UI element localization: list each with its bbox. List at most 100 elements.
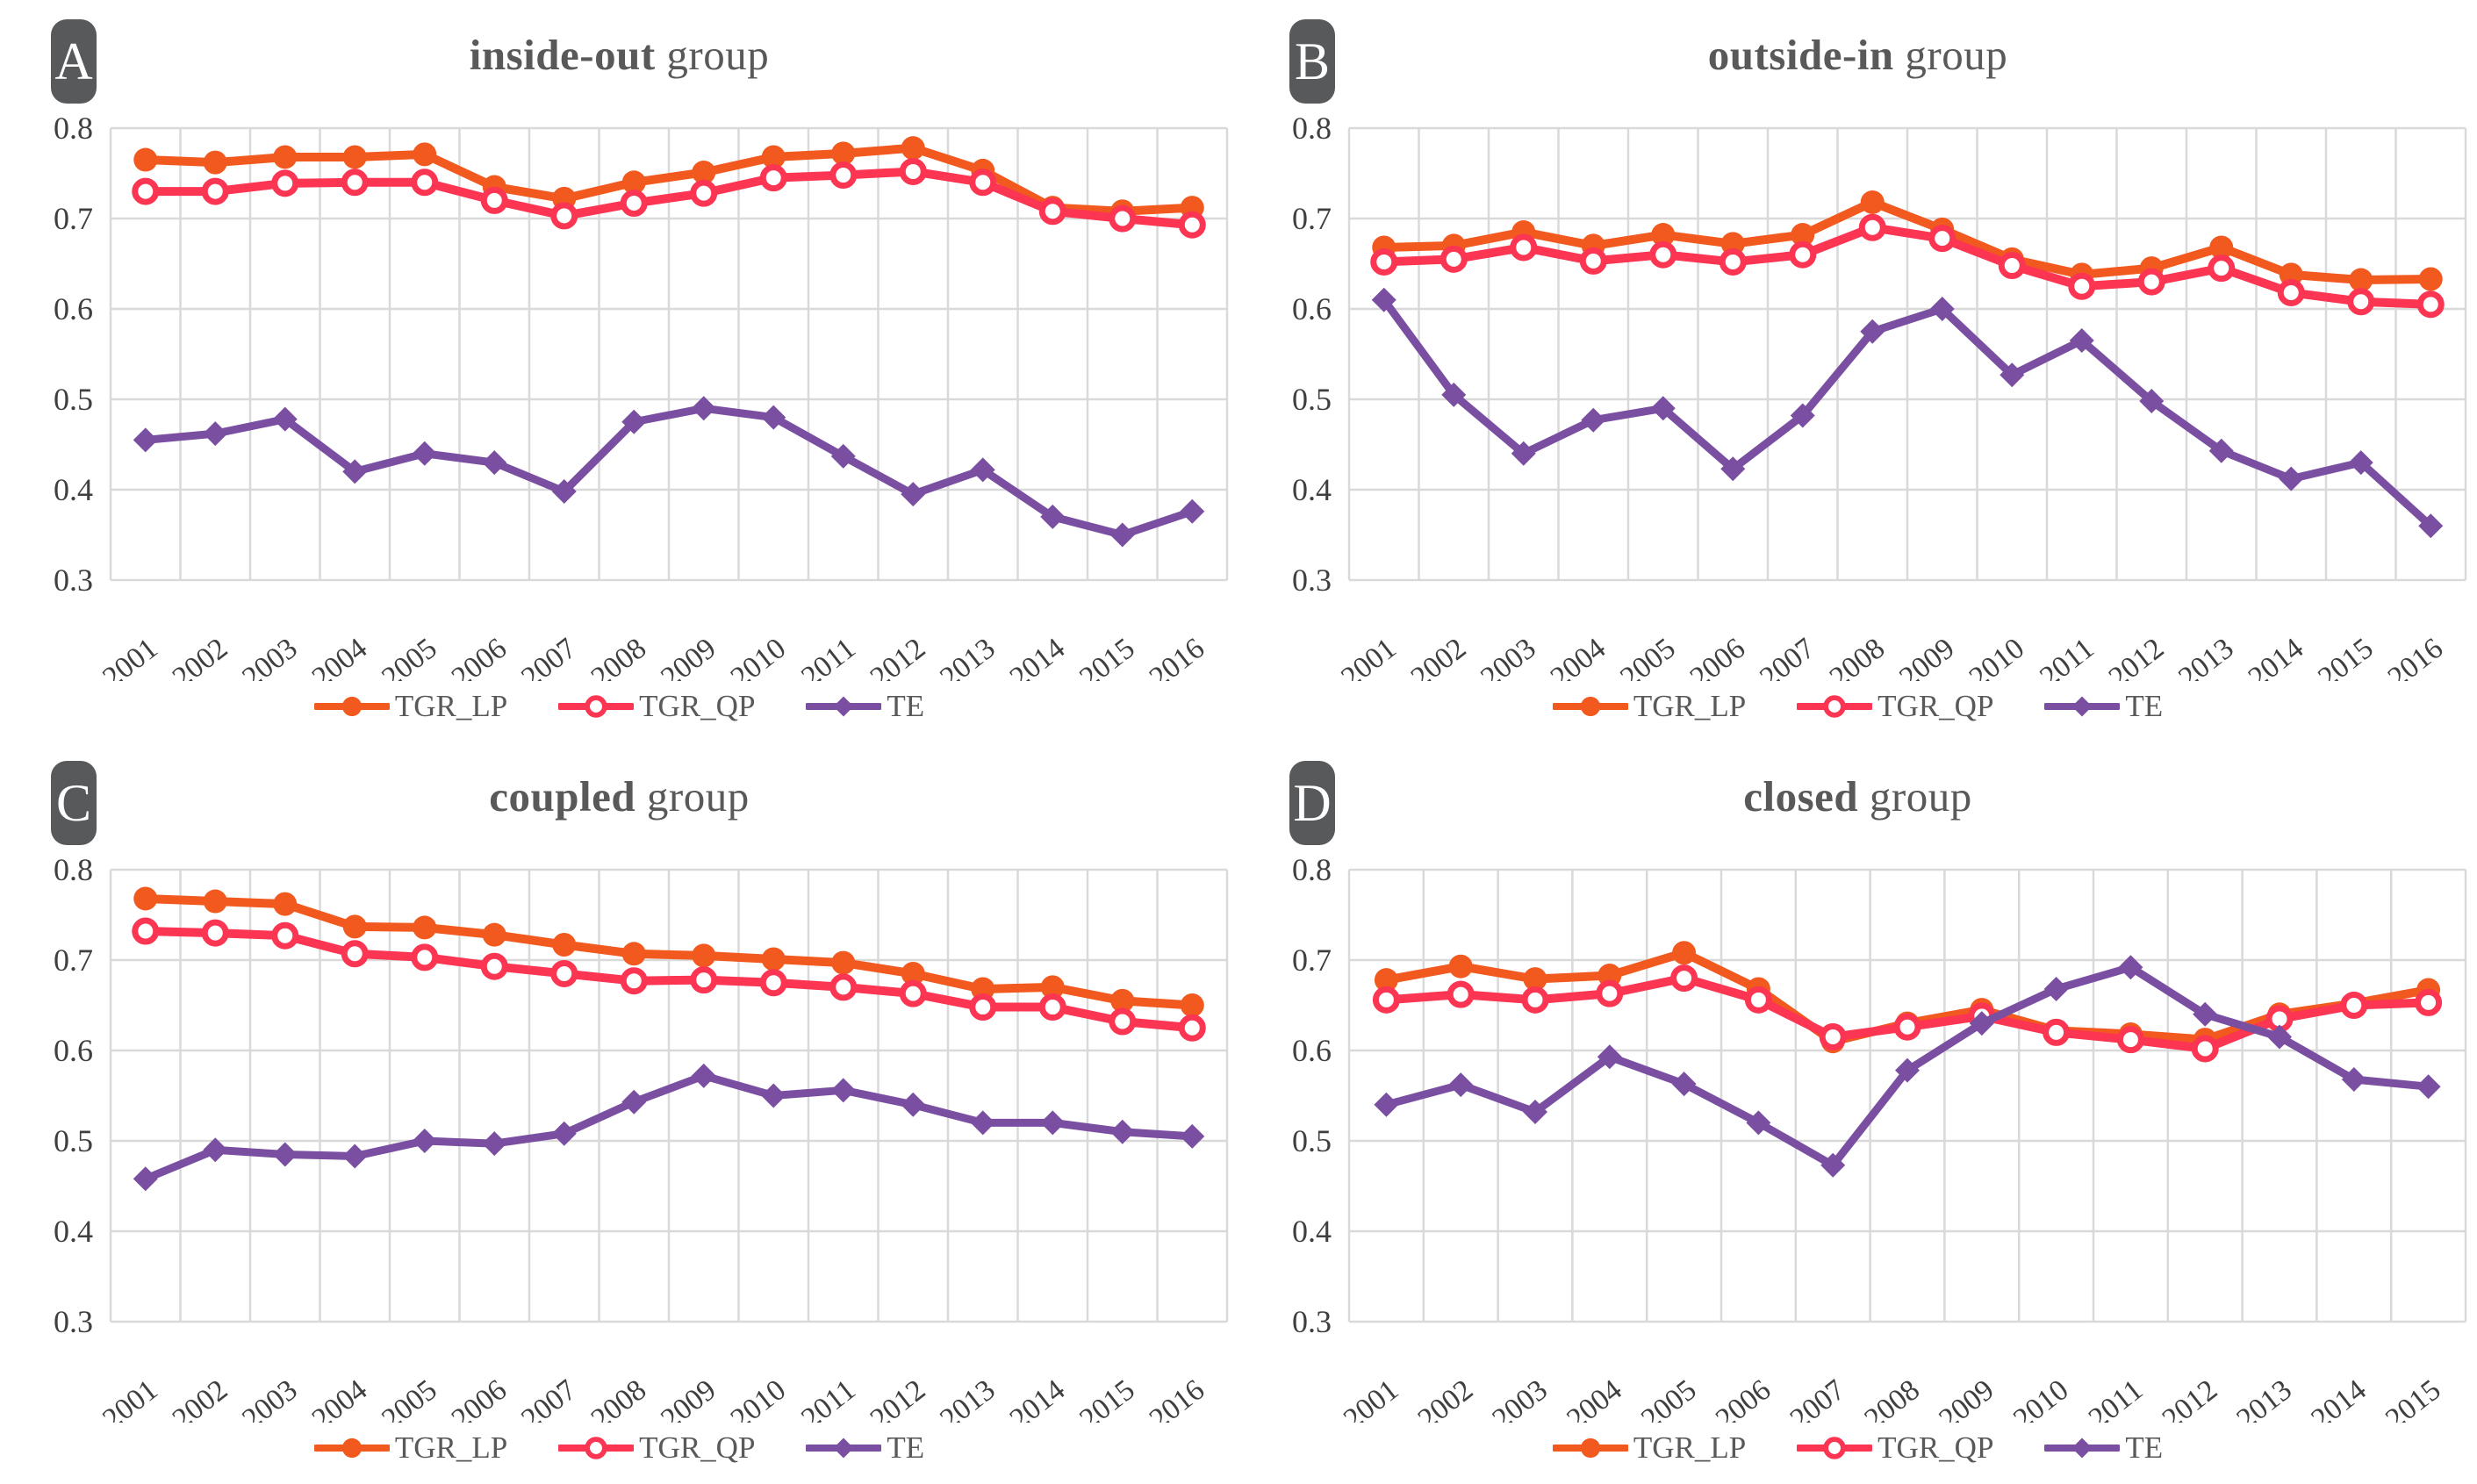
x-tick-label: 2013 — [2172, 632, 2239, 681]
x-tick-label: 2006 — [1710, 1373, 1777, 1423]
x-tick-label: 2003 — [236, 1373, 303, 1423]
legend-label-TGR_QP: TGR_QP — [1877, 1430, 1994, 1465]
legend-item-TE: TE — [2044, 1430, 2163, 1466]
x-tick-label: 2005 — [1635, 1373, 1702, 1423]
panel-d-legend: TGR_LP TGR_QP TE — [1238, 1423, 2477, 1473]
panel-c-title: coupled group — [0, 742, 1238, 821]
legend-item-TGR_QP: TGR_QP — [558, 1430, 755, 1466]
y-tick-label: 0.8 — [1292, 112, 1332, 146]
x-tick-label: 2011 — [2083, 1373, 2149, 1423]
y-tick-label: 0.4 — [1292, 472, 1332, 507]
legend-marker-circle-open-icon — [1797, 1437, 1873, 1459]
legend-label-TGR_LP: TGR_LP — [1633, 1430, 1747, 1465]
panel-c-badge: C — [51, 761, 97, 845]
panel-a: A inside-out group 0.8 0.7 0.6 0.5 0.4 0.3 200… — [0, 0, 1238, 742]
panel-b-gridlines — [1347, 126, 2467, 582]
panel-a-x-axis-labels: 2001 2002 2003 2004 2005 2006 2007 2008 2009 2010… — [97, 632, 1210, 681]
legend-item-TGR_LP: TGR_LP — [313, 1430, 508, 1466]
y-tick-label: 0.7 — [54, 943, 93, 978]
y-tick-label: 0.6 — [54, 291, 93, 326]
legend-item-TGR_QP: TGR_QP — [558, 689, 755, 724]
series-TGR_LP — [1372, 190, 2443, 292]
panel-b-y-axis-labels: 0.8 0.7 0.6 0.5 0.4 0.3 — [1292, 112, 1332, 598]
panel-a-legend: TGR_LP TGR_QP TE — [0, 681, 1238, 732]
panel-b-badge: B — [1289, 19, 1335, 104]
y-tick-label: 0.6 — [1292, 1033, 1332, 1068]
y-tick-label: 0.6 — [54, 1033, 93, 1068]
legend-marker-diamond-icon — [806, 1437, 882, 1459]
panel-b-title: outside-in group — [1238, 0, 2477, 80]
legend-item-TGR_LP: TGR_LP — [1552, 1430, 1747, 1466]
x-tick-label: 2009 — [655, 1373, 722, 1423]
panel-a-header: A inside-out group — [0, 0, 1238, 112]
x-tick-label: 2014 — [1004, 1373, 1071, 1423]
legend-label-TE: TE — [887, 689, 925, 723]
x-tick-label: 2004 — [306, 632, 373, 681]
y-tick-label: 0.8 — [54, 854, 93, 887]
legend-label-TGR_LP: TGR_LP — [394, 1430, 508, 1465]
legend-label-TGR_QP: TGR_QP — [1877, 689, 1994, 723]
legend-marker-circle-open-icon — [558, 1437, 635, 1459]
series-TE — [133, 396, 1205, 548]
x-tick-label: 2008 — [585, 1373, 652, 1423]
x-tick-label: 2012 — [2157, 1373, 2223, 1423]
series-TGR_QP — [1370, 213, 2445, 319]
x-tick-label: 2004 — [1561, 1373, 1627, 1423]
x-tick-label: 2003 — [1487, 1373, 1554, 1423]
panel-a-badge-letter: A — [54, 32, 93, 90]
x-tick-label: 2009 — [1893, 632, 1960, 681]
x-tick-label: 2011 — [795, 632, 861, 681]
y-tick-label: 0.3 — [54, 1304, 93, 1339]
x-tick-label: 2011 — [795, 1373, 861, 1423]
panel-b-x-axis-labels: 2001 2002 2003 2004 2005 2006 2007 2008 2009 2010… — [1335, 632, 2449, 681]
legend-label-TE: TE — [2125, 689, 2164, 723]
series-TE — [133, 1063, 1205, 1192]
panel-d-title-rest: group — [1858, 772, 1972, 821]
x-tick-label: 2010 — [1964, 632, 2030, 681]
panel-d-gridlines — [1347, 868, 2467, 1323]
legend-marker-diamond-icon — [2044, 696, 2121, 717]
legend-marker-circle-open-icon — [558, 695, 635, 718]
legend-marker-circle-filled-icon — [1552, 1437, 1628, 1459]
legend-item-TGR_QP: TGR_QP — [1797, 689, 1993, 724]
legend-marker-circle-open-icon — [1797, 695, 1873, 718]
legend-item-TE: TE — [806, 1430, 924, 1466]
panel-c-x-axis-labels: 2001 2002 2003 2004 2005 2006 2007 2008 2009 2010… — [97, 1373, 1210, 1423]
x-tick-label: 2013 — [934, 1373, 1001, 1423]
x-tick-label: 2007 — [515, 1373, 582, 1423]
x-tick-label: 2002 — [1412, 1373, 1479, 1423]
series-TGR_LP — [133, 886, 1204, 1017]
panel-b: B outside-in group 0.8 0.7 0.6 0.5 0.4 0.3 200… — [1238, 0, 2477, 742]
panel-b-legend: TGR_LP TGR_QP TE — [1238, 681, 2477, 732]
x-tick-label: 2011 — [2034, 632, 2100, 681]
y-tick-label: 0.8 — [54, 112, 93, 146]
x-tick-label: 2015 — [1073, 1373, 1140, 1423]
y-tick-label: 0.7 — [1292, 201, 1332, 236]
x-tick-label: 2016 — [1144, 1373, 1210, 1423]
panel-a-title-rest: group — [655, 31, 770, 79]
x-tick-label: 2013 — [934, 632, 1001, 681]
series-TE — [1374, 955, 2441, 1178]
x-tick-label: 2010 — [725, 632, 792, 681]
panel-a-y-axis-labels: 0.8 0.7 0.6 0.5 0.4 0.3 — [54, 112, 93, 598]
y-tick-label: 0.6 — [1292, 291, 1332, 326]
x-tick-label: 2016 — [1144, 632, 1210, 681]
x-tick-label: 2009 — [655, 632, 722, 681]
legend-item-TGR_LP: TGR_LP — [313, 689, 507, 724]
panel-d-title-bold: closed — [1743, 772, 1859, 821]
legend-item-TE: TE — [806, 689, 924, 724]
y-tick-label: 0.5 — [1292, 1123, 1332, 1158]
panel-c-legend: TGR_LP TGR_QP TE — [0, 1423, 1238, 1473]
x-tick-label: 2008 — [1859, 1373, 1926, 1423]
legend-label-TGR_QP: TGR_QP — [639, 1430, 756, 1465]
x-tick-label: 2012 — [865, 632, 931, 681]
legend-marker-diamond-icon — [2044, 1437, 2121, 1459]
x-tick-label: 2015 — [1073, 632, 1140, 681]
x-tick-label: 2006 — [446, 1373, 513, 1423]
x-tick-label: 2010 — [2007, 1373, 2074, 1423]
panel-c-title-rest: group — [635, 772, 750, 821]
